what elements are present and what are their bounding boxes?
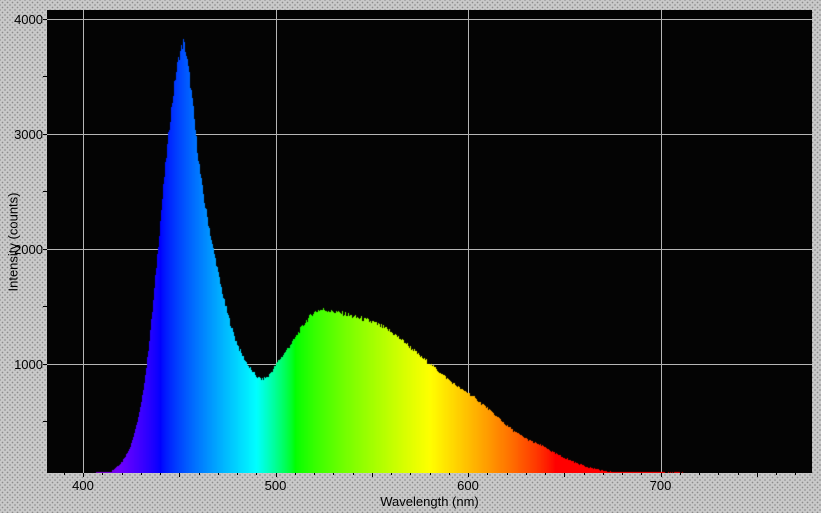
x-axis-tick [237,473,238,475]
x-axis-tick [738,473,739,475]
x-axis-tick [102,473,103,475]
y-axis-tick [43,19,47,20]
x-tick-label: 400 [72,478,94,493]
x-axis-tick [795,473,796,475]
x-axis-tick [179,473,180,477]
y-axis-tick [43,76,47,77]
x-axis-tick [718,473,719,475]
x-axis-tick [487,473,488,475]
x-axis-tick [83,473,84,477]
x-axis-tick [545,473,546,475]
x-axis-tick [680,473,681,475]
x-axis-tick [410,473,411,475]
x-axis-tick [218,473,219,475]
x-axis-tick [199,473,200,475]
x-tick-label: 600 [457,478,479,493]
y-axis-tick [43,306,47,307]
y-axis-tick [43,134,47,135]
x-axis-tick [757,473,758,477]
x-tick-label: 500 [264,478,287,493]
y-axis-tick [43,249,47,250]
y-tick-label: 1000 [14,356,43,372]
x-axis-tick [353,473,354,475]
x-axis-title: Wavelength (nm) [380,494,479,509]
x-axis-tick [603,473,604,475]
x-axis-tick [256,473,257,475]
y-axis-tick [43,364,47,365]
x-axis-tick [122,473,123,475]
y-tick-label: 2000 [14,241,43,257]
x-axis-tick [391,473,392,475]
plot-area [47,10,812,473]
x-axis-tick [430,473,431,475]
x-axis-tick [160,473,161,475]
x-axis-tick [449,473,450,475]
x-axis-tick [468,473,469,477]
x-axis-tick [64,473,65,475]
spectrum-series-canvas [47,10,812,473]
x-axis-tick [276,473,277,477]
x-axis-tick [507,473,508,475]
x-axis-tick [776,473,777,475]
x-axis-tick [699,473,700,475]
y-tick-label: 3000 [14,126,43,142]
x-axis-tick [661,473,662,477]
x-axis-tick [564,473,565,477]
y-axis-tick [43,191,47,192]
x-axis-tick [526,473,527,475]
x-axis-tick [372,473,373,477]
x-axis-tick [295,473,296,475]
x-tick-label: 700 [649,478,672,493]
x-axis-tick [141,473,142,475]
x-axis-tick [584,473,585,475]
y-tick-label: 4000 [14,12,43,28]
y-axis-tick [43,421,47,422]
x-axis-tick [333,473,334,475]
x-axis-tick [314,473,315,475]
x-axis-tick [641,473,642,475]
x-axis-tick [622,473,623,475]
